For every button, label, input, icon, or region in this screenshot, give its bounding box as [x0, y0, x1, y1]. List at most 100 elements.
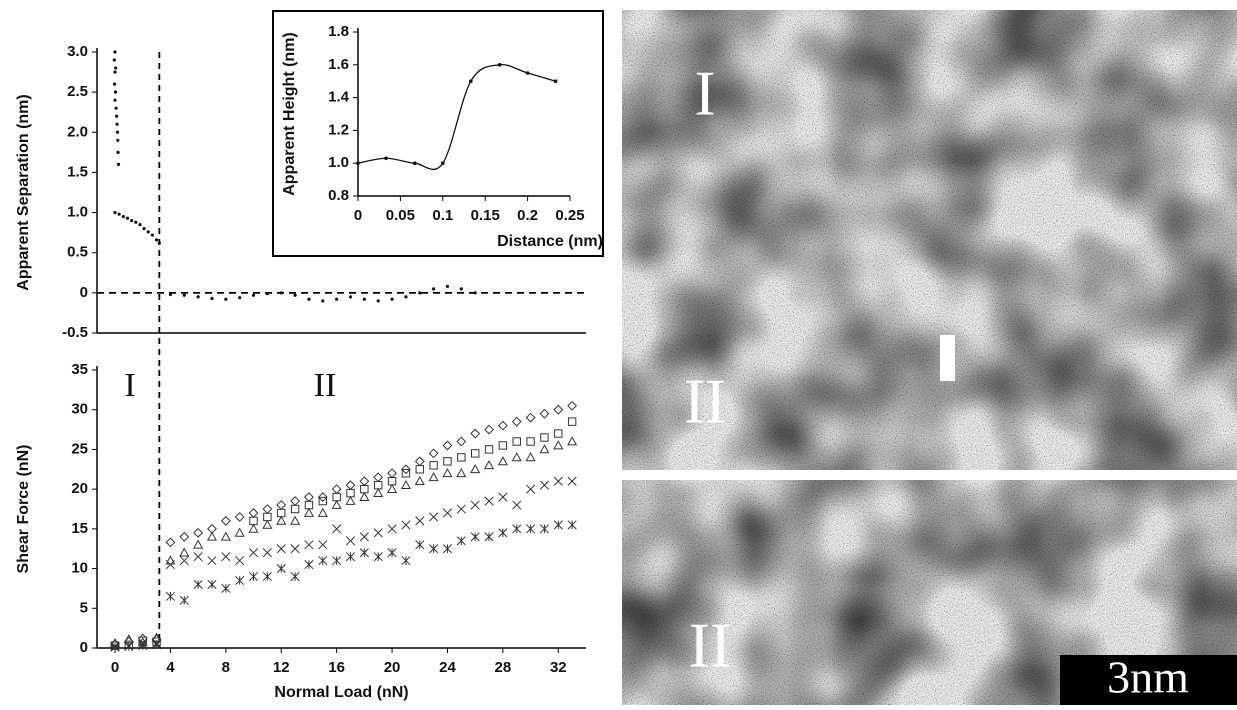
micrograph-bottom: II 3nm	[622, 480, 1237, 705]
y-tick-label: -0.5	[62, 324, 88, 341]
point	[498, 492, 508, 502]
point	[346, 488, 355, 498]
y-tick-label: 2.0	[67, 123, 88, 140]
point	[470, 449, 480, 458]
point	[539, 524, 549, 534]
y-tick-label: 35	[71, 361, 88, 378]
plot-1: 0 5 10 15 20 25 30 35 0 4 8 12 16 20 24 28 32 Shear Force…	[15, 361, 586, 701]
y-tick-label: 0.5	[67, 244, 88, 261]
point	[428, 448, 439, 459]
point	[179, 547, 190, 557]
x-tick-label: 20	[384, 659, 401, 676]
x-axis-title: Distance (nm)	[497, 233, 603, 250]
point	[165, 555, 176, 565]
point	[331, 484, 342, 495]
point	[251, 293, 256, 297]
point	[179, 531, 190, 542]
point	[400, 479, 411, 490]
point	[165, 537, 176, 548]
point	[484, 424, 494, 435]
point	[484, 445, 494, 454]
point	[525, 412, 536, 423]
point	[539, 444, 550, 454]
point	[220, 531, 231, 541]
point	[414, 475, 425, 486]
point	[376, 299, 380, 303]
point	[404, 295, 408, 299]
point	[483, 460, 495, 470]
point	[115, 122, 119, 126]
point	[206, 531, 218, 541]
point	[442, 508, 453, 518]
x-tick-label: 4	[166, 659, 175, 676]
y-axis-title: Shear Force (nN)	[15, 445, 32, 574]
point	[429, 461, 438, 470]
point	[553, 79, 558, 83]
point	[196, 295, 200, 299]
point	[387, 548, 397, 558]
point	[262, 519, 273, 529]
scale-label: 3nm	[1107, 652, 1189, 703]
x-tick-label: 28	[495, 659, 512, 676]
y-tick-label: 20	[71, 480, 88, 497]
point	[526, 484, 536, 494]
point	[224, 297, 228, 301]
point	[512, 524, 522, 534]
point	[121, 214, 125, 219]
plot-2: 0.8 1.0 1.2 1.4 1.6 1.8 0 0.05 0.1 0.15 0.2 0.25 App…	[281, 23, 603, 250]
point	[134, 220, 138, 224]
micro-label: II	[689, 610, 732, 681]
point	[428, 471, 439, 482]
y-tick-label: 1.2	[328, 121, 349, 138]
point	[497, 63, 502, 67]
point	[429, 544, 439, 554]
point	[304, 540, 314, 550]
point	[113, 98, 117, 102]
point	[276, 564, 286, 574]
point	[318, 540, 328, 550]
y-axis-title: Apparent Height (nm)	[281, 32, 298, 196]
point	[262, 548, 272, 558]
point	[373, 472, 384, 483]
point	[116, 138, 120, 142]
point	[359, 532, 369, 542]
point	[539, 408, 550, 419]
y-tick-label: 10	[71, 560, 88, 577]
x-tick-label: 0.2	[517, 207, 538, 224]
point	[276, 544, 286, 554]
point	[484, 496, 494, 506]
y-tick-label: 5	[80, 599, 88, 616]
point	[554, 429, 563, 438]
point	[179, 595, 189, 605]
point	[125, 216, 130, 220]
point	[567, 476, 577, 486]
y-tick-label: 1.4	[328, 89, 350, 106]
point	[276, 515, 287, 525]
micro-label: I	[694, 58, 715, 129]
point	[290, 544, 300, 554]
point	[114, 66, 118, 70]
point	[526, 524, 536, 534]
point	[414, 456, 425, 467]
point	[567, 400, 578, 411]
point	[235, 556, 245, 566]
point	[348, 295, 353, 299]
point	[415, 540, 425, 550]
point	[553, 520, 563, 530]
point	[511, 452, 522, 462]
x-tick-label: 12	[273, 659, 290, 676]
point	[429, 512, 439, 522]
region-label: I	[124, 367, 135, 404]
point	[456, 536, 466, 546]
point	[262, 504, 273, 514]
point	[293, 293, 297, 297]
point	[525, 71, 530, 75]
point	[418, 291, 422, 295]
point	[387, 483, 398, 494]
point	[290, 496, 301, 506]
y-tick-label: 0	[80, 284, 88, 301]
point	[567, 417, 577, 426]
point	[540, 433, 549, 442]
point	[165, 591, 175, 601]
